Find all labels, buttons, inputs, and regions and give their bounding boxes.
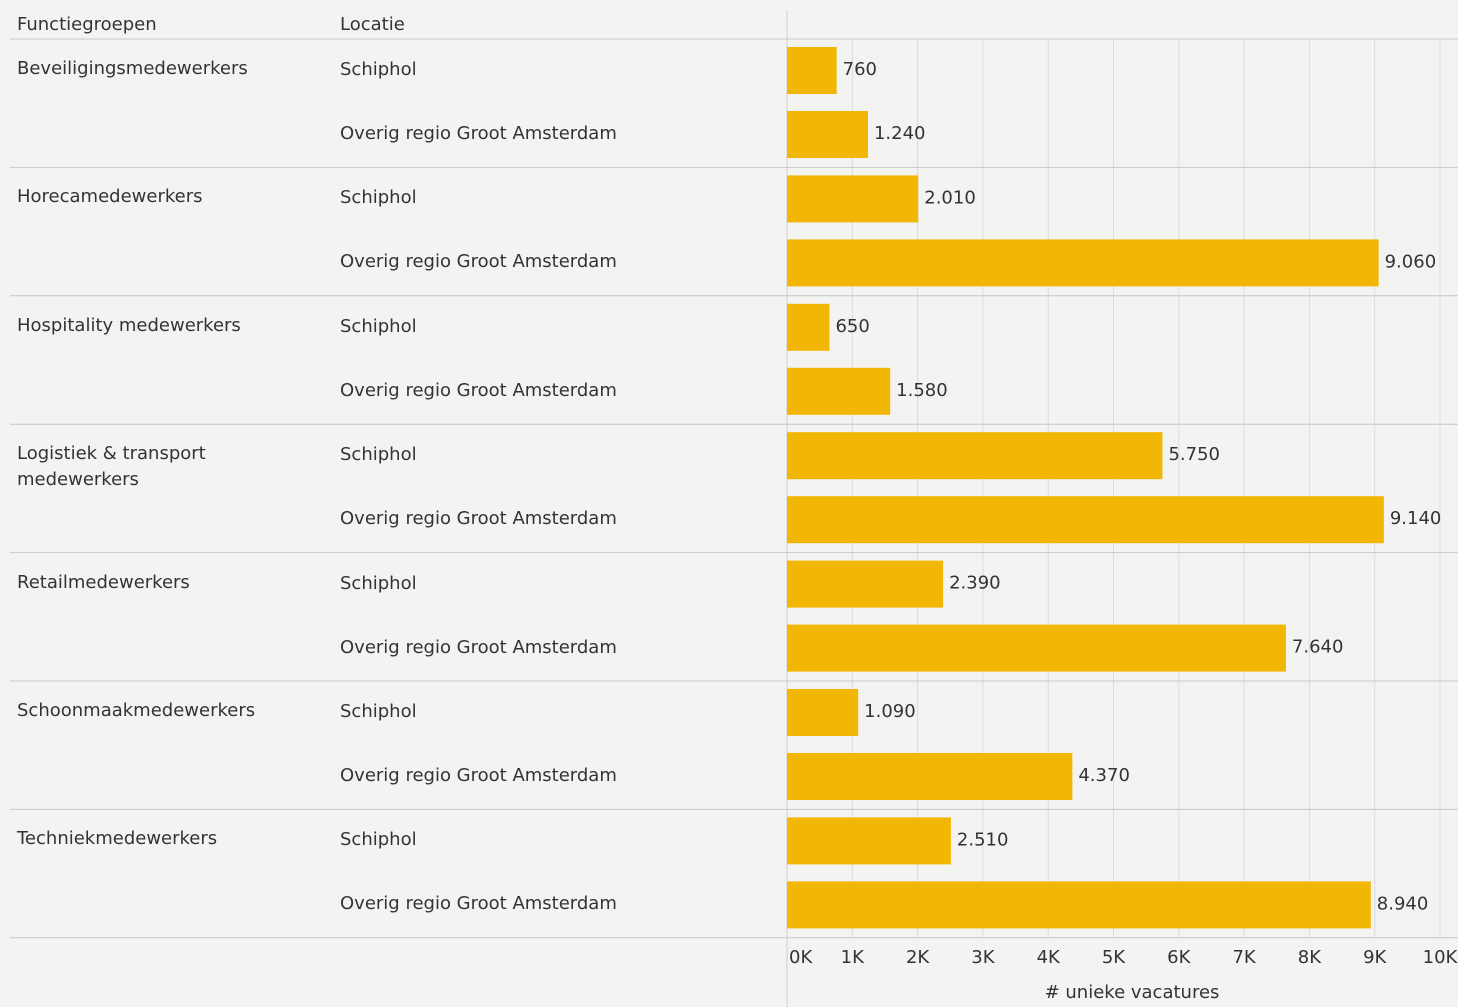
row-label: Schiphol xyxy=(340,701,417,722)
x-axis-label: # unieke vacatures xyxy=(1045,982,1220,1003)
value-label: 2.510 xyxy=(957,829,1009,850)
bar xyxy=(787,753,1073,800)
bar xyxy=(787,303,830,351)
bar xyxy=(787,689,859,736)
row-label: Schiphol xyxy=(340,572,417,594)
x-tick-label: 1K xyxy=(841,947,865,968)
row-label: Overig regio Groot Amsterdam xyxy=(340,379,617,401)
value-label: 4.370 xyxy=(1078,765,1130,786)
value-label: 2.390 xyxy=(949,573,1001,594)
column-header: Locatie xyxy=(340,14,405,35)
value-label: 9.140 xyxy=(1390,508,1442,529)
value-label: 2.010 xyxy=(924,187,976,208)
value-label: 5.750 xyxy=(1168,444,1220,465)
bar xyxy=(787,175,919,223)
x-tick-label: 2K xyxy=(906,947,930,968)
x-tick-label: 5K xyxy=(1102,947,1126,968)
value-label: 7.640 xyxy=(1292,637,1344,658)
row-label: Overig regio Groot Amsterdam xyxy=(340,893,617,915)
x-tick-label: 8K xyxy=(1298,947,1322,968)
bar xyxy=(787,817,951,865)
bar xyxy=(787,47,837,94)
row-label: Schiphol xyxy=(340,315,417,337)
x-tick-label: 6K xyxy=(1167,947,1191,968)
row-label: Overig regio Groot Amsterdam xyxy=(340,508,617,530)
value-label: 8.940 xyxy=(1377,893,1429,914)
row-label: Overig regio Groot Amsterdam xyxy=(340,123,617,144)
x-tick-label: 9K xyxy=(1363,947,1387,968)
group-label: Logistiek & transport medewerkers xyxy=(17,443,206,491)
column-header: Functiegroepen xyxy=(17,14,157,35)
row-label: Overig regio Groot Amsterdam xyxy=(340,765,617,786)
value-label: 1.090 xyxy=(864,701,916,722)
bar xyxy=(787,111,868,158)
row-label: Overig regio Groot Amsterdam xyxy=(340,251,617,273)
x-tick-label: 10K xyxy=(1423,947,1458,968)
value-label: 1.580 xyxy=(896,380,948,401)
value-label: 9.060 xyxy=(1385,251,1437,272)
bar xyxy=(787,367,891,415)
bar xyxy=(787,881,1371,929)
bar xyxy=(787,624,1286,672)
group-label: Retailmedewerkers xyxy=(17,571,190,593)
x-tick-label: 7K xyxy=(1232,947,1256,968)
bar xyxy=(787,432,1163,480)
bar xyxy=(787,560,944,608)
group-label: Techniekmedewerkers xyxy=(17,828,218,850)
row-label: Schiphol xyxy=(340,187,417,209)
value-label: 1.240 xyxy=(874,123,926,144)
group-label: Schoonmaakmedewerkers xyxy=(17,700,256,721)
group-label: Hospitality medewerkers xyxy=(17,314,241,336)
bar xyxy=(787,496,1384,544)
row-label: Schiphol xyxy=(340,444,417,466)
row-label: Overig regio Groot Amsterdam xyxy=(340,636,617,658)
x-tick-label: 3K xyxy=(971,947,995,968)
value-label: 650 xyxy=(835,316,869,337)
x-tick-label: 0K xyxy=(789,947,813,968)
value-label: 760 xyxy=(843,59,877,80)
row-label: Schiphol xyxy=(340,829,417,851)
group-label: Beveiligingsmedewerkers xyxy=(17,58,248,79)
x-tick-label: 4K xyxy=(1037,947,1061,968)
row-label: Schiphol xyxy=(340,59,417,80)
bar xyxy=(787,239,1379,287)
group-label: Horecamedewerkers xyxy=(17,186,203,208)
